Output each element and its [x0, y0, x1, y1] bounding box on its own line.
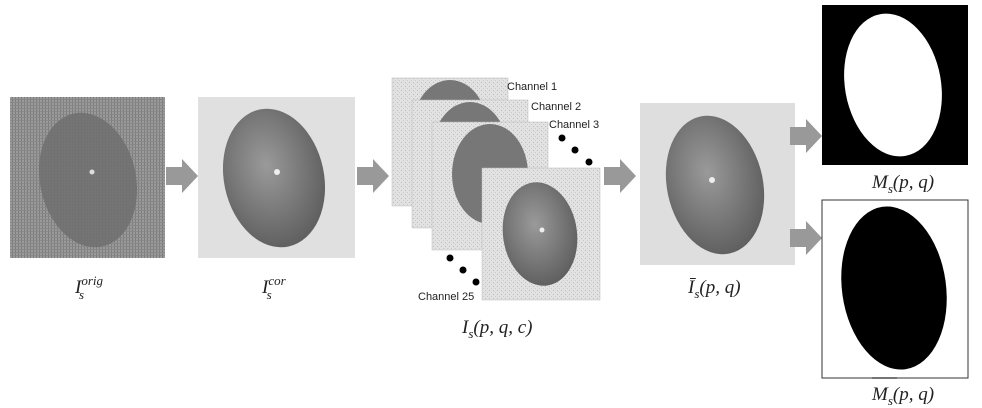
node-label: Ms(p, q): [871, 172, 934, 196]
diagram: Channel 1 Channel 2 Channel 3 Channel 25…: [0, 0, 982, 408]
mask: [822, 5, 968, 165]
label-part: M: [871, 172, 889, 193]
label-part: (p, q): [893, 384, 934, 405]
label-part: orig: [81, 273, 103, 288]
channel-label: Channel 1: [507, 81, 557, 93]
label-part: s: [79, 287, 84, 302]
arrow: [357, 159, 389, 193]
channel-label: Channel 2: [531, 101, 581, 113]
arrow: [166, 159, 198, 193]
arrow: [604, 159, 636, 193]
label-part: M: [871, 384, 889, 405]
label-part: s: [267, 287, 272, 302]
label-part: (p, q): [699, 277, 740, 298]
node-label: Is(p, q, c): [461, 317, 532, 341]
node-label: Īs(p, q): [687, 277, 741, 301]
channel-label: Channel 25: [418, 291, 474, 303]
node-label: Ms(p, q): [871, 384, 934, 408]
mask-inverse: [822, 200, 968, 378]
label-part: (p, q): [893, 172, 934, 193]
image-mean: [640, 103, 795, 265]
label-part: cor: [268, 273, 286, 288]
image-original: [10, 97, 165, 258]
image-corrected: [198, 97, 355, 258]
channel-label: Channel 3: [549, 119, 599, 131]
label-part: (p, q, c): [473, 317, 532, 338]
